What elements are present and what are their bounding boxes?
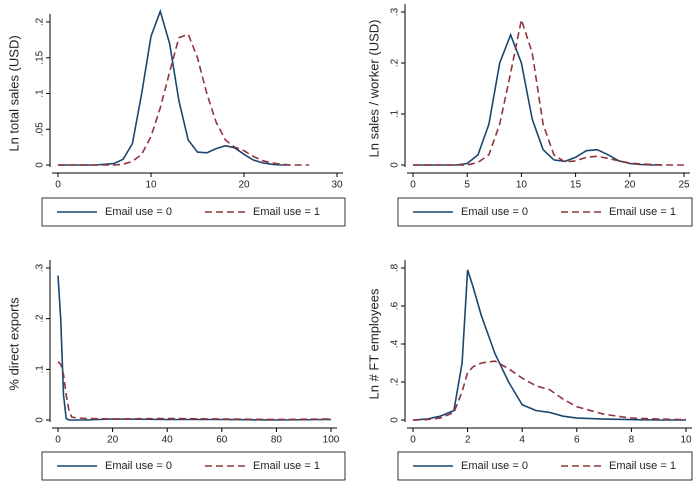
x-tick-label: 80 xyxy=(271,435,283,446)
density-line xyxy=(58,8,291,166)
x-tick-label: 100 xyxy=(323,435,340,446)
y-tick-label: .4 xyxy=(390,339,401,348)
x-tick-label: 6 xyxy=(574,435,580,446)
legend-label: Email use = 1 xyxy=(609,460,676,472)
legend-label: Email use = 1 xyxy=(609,206,676,218)
density-line xyxy=(413,16,684,166)
y-tick-label: .2 xyxy=(35,314,46,323)
x-tick-label: 25 xyxy=(678,180,690,191)
y-tick-label: .1 xyxy=(35,365,46,374)
x-tick-label: 0 xyxy=(55,435,61,446)
x-tick-label: 15 xyxy=(570,180,582,191)
y-tick-label: 0 xyxy=(390,162,401,168)
legend-label: Email use = 0 xyxy=(105,206,172,218)
legend-label: Email use = 0 xyxy=(461,206,528,218)
y-tick-label: .15 xyxy=(35,50,46,64)
y-tick-label: .2 xyxy=(390,377,401,386)
y-tick-label: 0 xyxy=(35,162,46,168)
y-tick-label: .3 xyxy=(390,7,401,16)
y-axis-label: Ln # FT employees xyxy=(366,288,381,400)
y-tick-label: .2 xyxy=(35,17,46,26)
panel: 0 .05 .1 .15 .2 0 10 20 30 Ln total sales (USD) Em… xyxy=(6,8,346,227)
x-tick-label: 20 xyxy=(238,180,250,191)
legend-label: Email use = 1 xyxy=(253,460,320,472)
x-tick-label: 5 xyxy=(464,180,470,191)
x-tick-label: 4 xyxy=(519,435,525,446)
y-tick-label: .6 xyxy=(390,301,401,310)
x-tick-label: 10 xyxy=(145,180,157,191)
density-line xyxy=(412,360,687,421)
density-line xyxy=(57,361,332,421)
x-tick-label: 60 xyxy=(216,435,228,446)
x-tick-label: 2 xyxy=(465,435,471,446)
legend-label: Email use = 0 xyxy=(461,460,528,472)
y-tick-label: .8 xyxy=(390,263,401,272)
x-tick-label: 8 xyxy=(629,435,635,446)
x-tick-label: 20 xyxy=(624,180,636,191)
panel: 0 .2 .4 .6 .8 0 2 4 6 8 10 Ln # FT employees Email u… xyxy=(366,260,693,481)
panel: 0 .1 .2 .3 0 5 10 15 20 25 Ln sales / worker (USD)… xyxy=(366,4,693,227)
x-tick-label: 0 xyxy=(410,435,416,446)
y-tick-label: .1 xyxy=(35,89,46,98)
x-tick-label: 10 xyxy=(516,180,528,191)
x-tick-label: 40 xyxy=(162,435,174,446)
density-line xyxy=(412,269,686,421)
x-tick-label: 30 xyxy=(331,180,343,191)
legend-label: Email use = 0 xyxy=(105,460,172,472)
density-line xyxy=(57,275,332,421)
x-tick-label: 10 xyxy=(680,435,692,446)
y-tick-label: 0 xyxy=(35,417,46,423)
y-tick-label: .1 xyxy=(390,109,401,118)
density-line xyxy=(413,32,663,166)
panel: 0 .1 .2 .3 0 20 40 60 80 100 % direct exports Email… xyxy=(6,260,346,481)
density-line xyxy=(58,33,310,166)
legend-label: Email use = 1 xyxy=(253,206,320,218)
x-tick-label: 20 xyxy=(107,435,119,446)
y-axis-label: Ln total sales (USD) xyxy=(6,35,21,151)
y-tick-label: .3 xyxy=(35,263,46,272)
y-axis-label: Ln sales / worker (USD) xyxy=(366,20,381,158)
y-tick-label: 0 xyxy=(390,417,401,423)
x-tick-label: 0 xyxy=(55,180,61,191)
x-tick-label: 0 xyxy=(410,180,416,191)
y-tick-label: .05 xyxy=(35,122,46,136)
y-tick-label: .2 xyxy=(390,58,401,67)
y-axis-label: % direct exports xyxy=(6,297,21,391)
